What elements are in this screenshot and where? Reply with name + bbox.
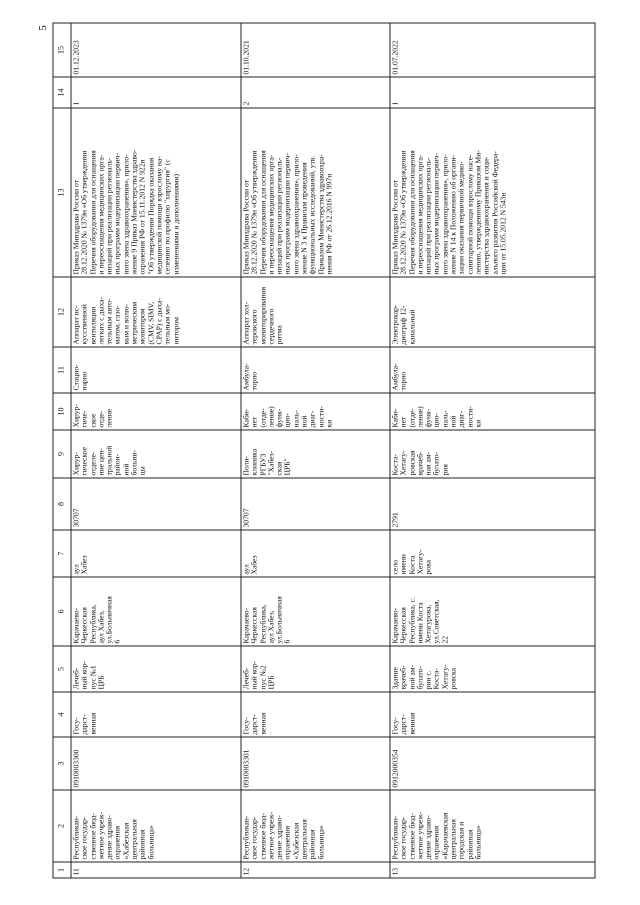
table-cell-col-10: Каби- нет (отде- ление) функ- цио- наль-… <box>240 392 390 430</box>
table-cell-col-7: аул Хабез <box>70 529 241 577</box>
table-cell-col-13: Приказ Минздрава России от 28.12.2020 № … <box>70 107 241 277</box>
equipment-table: 1 2 3 4 5 6 7 8 9 10 11 12 13 14 15 11 Республикан- ское… <box>52 22 595 878</box>
table-cell-col-11: Амбула- торно <box>389 346 595 393</box>
column-number-13: 13 <box>52 107 71 277</box>
table-cell-col-5: Лечеб- ный кор- пус №1 ЦРБ <box>70 645 241 692</box>
table-cell-col-12: Электрокар- диограф 12- канальный <box>389 276 595 347</box>
table-cell-col-2: Республикан- ское государ- ственное бюд-… <box>240 789 390 862</box>
table-cell-col-14: 1 <box>70 76 241 108</box>
table-cell-col-14: 2 <box>240 76 390 108</box>
column-number-4: 4 <box>52 691 71 737</box>
page-number: 5 <box>36 25 49 31</box>
table-cell-col-4: Госу- дарст- венная <box>70 691 241 737</box>
header-row: 1 2 3 4 5 6 7 8 9 10 11 12 13 14 15 <box>52 22 71 878</box>
table-row: 11 Республикан- ское государ- ственное бю… <box>70 22 241 878</box>
column-number-8: 8 <box>52 477 71 530</box>
column-number-14: 14 <box>52 76 71 108</box>
table-cell-col-5: Здание врачеб- ной ам- булато- рии с. Ко… <box>389 645 595 692</box>
table-cell-col-8: 2791 <box>389 477 595 530</box>
rotated-table-container: 1 2 3 4 5 6 7 8 9 10 11 12 13 14 15 11 Республикан- ское… <box>52 22 595 878</box>
column-number-2: 2 <box>52 789 71 862</box>
column-number-5: 5 <box>52 645 71 692</box>
table-cell-col-12: Аппарат хол- теровского мониторирования … <box>240 276 390 347</box>
table-cell-col-3: 0912000354 <box>389 736 595 790</box>
table-row: 13 Республикан- ское государ- ственное бю… <box>389 22 595 878</box>
table-cell-col-15: 01.07.2022 <box>389 22 595 77</box>
table-cell-col-6: Карачаево- Черкесская Республика, с. име… <box>389 576 595 646</box>
table-cell-col-8: 30707 <box>70 477 241 530</box>
table-cell-col-6: Карачаево- Черкесская Республика, аул Ха… <box>70 576 241 646</box>
table-cell-col-2: Республикан- ское государ- ственное бюд-… <box>70 789 241 862</box>
table-cell-col-11: Стацио- нарно <box>70 346 241 393</box>
table-cell-col-15: 01.10.2021 <box>240 22 390 77</box>
column-number-15: 15 <box>52 22 71 77</box>
table-cell-col-4: Госу- дарст- венная <box>389 691 595 737</box>
column-number-10: 10 <box>52 392 71 430</box>
table-cell-col-9: Хирур- гическое отделе- ние цен- трально… <box>70 429 241 478</box>
table-cell-col-9: Коста- Хетагу- ровская врачеб- ная ам- б… <box>389 429 595 478</box>
column-number-6: 6 <box>52 576 71 646</box>
column-number-9: 9 <box>52 429 71 478</box>
table-cell-col-11: Амбула- торно <box>240 346 390 393</box>
table-cell-col-15: 01.12.2023 <box>70 22 241 77</box>
column-number-1: 1 <box>52 861 71 878</box>
column-number-3: 3 <box>52 736 71 790</box>
table-cell-col-7: аул Хабез <box>240 529 390 577</box>
table-cell-col-10: Хирур- гиче- ское отде- ление <box>70 392 241 430</box>
table-cell-col-5: Лечеб- ный кор- пус №2 ЦРБ <box>240 645 390 692</box>
table-cell-col-3: 0910003301 <box>240 736 390 790</box>
table-cell-col-3: 0910003300 <box>70 736 241 790</box>
table-cell-col-7: село имени Коста Хетагу- рова <box>389 529 595 577</box>
table-cell-col-2: Республикан- ское государ- ственное бюд-… <box>389 789 595 862</box>
table-cell-col-8: 30707 <box>240 477 390 530</box>
table-cell-col-4: Госу- дарст- венная <box>240 691 390 737</box>
table-cell-col-1: 11 <box>70 861 241 878</box>
table-cell-col-12: Аппарат ис- кусственной вентиляции легки… <box>70 276 241 347</box>
table-cell-col-10: Каби- нет (отде- ление) функ- цио- наль-… <box>389 392 595 430</box>
table-cell-col-13: Приказ Минздрава России от 28.12.2020 № … <box>389 107 595 277</box>
table-cell-col-1: 13 <box>389 861 595 878</box>
table-cell-col-6: Карачаево- Черкесская Республика, аул Ха… <box>240 576 390 646</box>
column-number-7: 7 <box>52 529 71 577</box>
table-row: 12 Республикан- ское государ- ственное бю… <box>240 22 390 878</box>
table-cell-col-13: Приказ Минздрава России от 28.12.2020 № … <box>240 107 390 277</box>
table-cell-col-9: Поли- клиника РГБУЗ "Хабез- ская ЦРБ" <box>240 429 390 478</box>
column-number-12: 12 <box>52 276 71 347</box>
column-number-11: 11 <box>52 346 71 393</box>
table-cell-col-1: 12 <box>240 861 390 878</box>
table-cell-col-14: 1 <box>389 76 595 108</box>
